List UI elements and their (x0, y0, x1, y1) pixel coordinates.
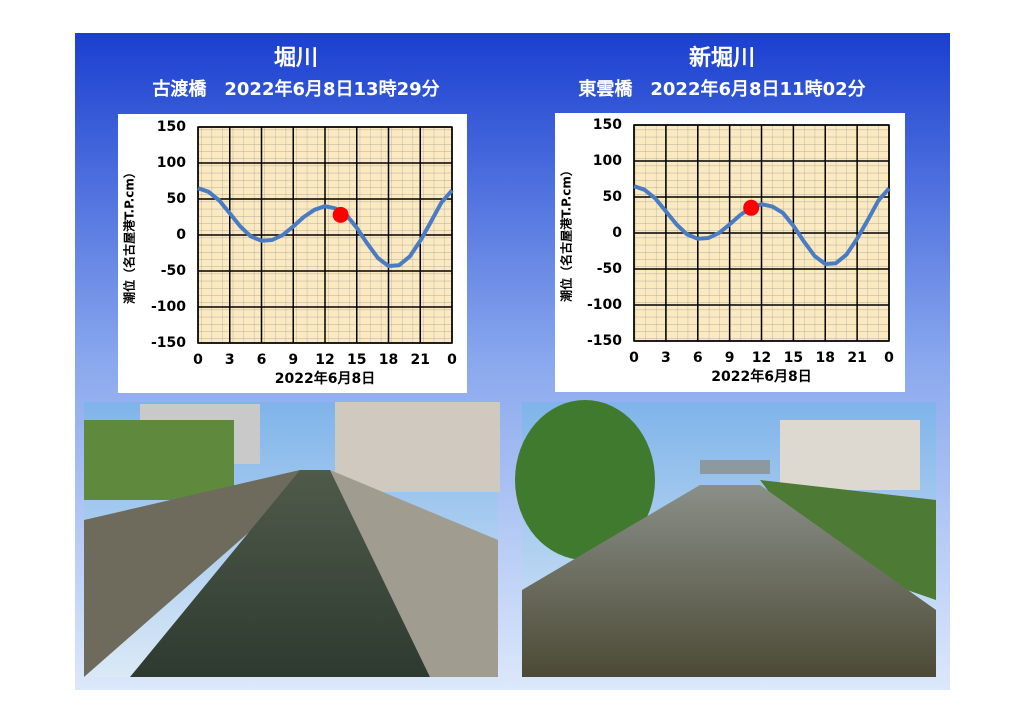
y-tick-label: -50 (597, 261, 623, 277)
x-tick-label: 0 (447, 352, 457, 368)
y-tick-label: 0 (612, 225, 622, 241)
x-tick-label: 21 (411, 352, 430, 368)
x-tick-label: 0 (884, 350, 894, 366)
x-tick-label: 9 (725, 350, 735, 366)
photo-shinhorikawa (515, 400, 936, 677)
tide-line (197, 186, 454, 268)
current-point (332, 206, 349, 223)
x-tick-label: 9 (288, 352, 298, 368)
x-tick-label: 18 (816, 350, 835, 366)
tide-line (633, 184, 891, 266)
y-tick-label: 0 (176, 227, 186, 243)
x-tick-label: 21 (847, 350, 866, 366)
x-axis-label: 2022年6月8日 (711, 368, 811, 385)
y-tick-label: -150 (151, 335, 186, 351)
x-tick-label: 0 (629, 350, 639, 366)
y-tick-label: 100 (157, 155, 186, 171)
chart-subtitle: 古渡橋 2022年6月8日13時29分 (152, 78, 439, 100)
x-tick-label: 3 (661, 350, 671, 366)
y-tick-label: -100 (587, 297, 622, 313)
y-tick-label: -50 (161, 263, 187, 279)
chart-title: 新堀川 (689, 45, 755, 71)
photo-horikawa (84, 402, 500, 677)
x-tick-label: 12 (752, 350, 771, 366)
chart-subtitle: 東雲橋 2022年6月8日11時02分 (578, 78, 865, 100)
x-tick-label: 12 (315, 352, 334, 368)
x-tick-label: 0 (193, 352, 203, 368)
current-point (743, 199, 760, 216)
x-tick-label: 15 (784, 350, 803, 366)
y-tick-label: -100 (151, 299, 186, 315)
y-axis-label: 潮位（名古屋港T.P.cm） (559, 164, 574, 302)
y-tick-label: -150 (587, 333, 622, 349)
chart-title: 堀川 (274, 46, 318, 71)
x-tick-label: 18 (379, 352, 398, 368)
y-tick-label: 50 (603, 189, 623, 205)
x-axis-label: 2022年6月8日 (275, 370, 375, 387)
y-axis-label: 潮位（名古屋港T.P.cm） (122, 166, 137, 304)
x-tick-label: 6 (257, 352, 267, 368)
y-tick-label: 150 (593, 117, 622, 133)
x-tick-label: 3 (225, 352, 235, 368)
y-tick-label: 150 (157, 119, 186, 135)
y-tick-label: 100 (593, 153, 622, 169)
x-tick-label: 6 (693, 350, 703, 366)
y-tick-label: 50 (167, 191, 187, 207)
x-tick-label: 15 (347, 352, 366, 368)
